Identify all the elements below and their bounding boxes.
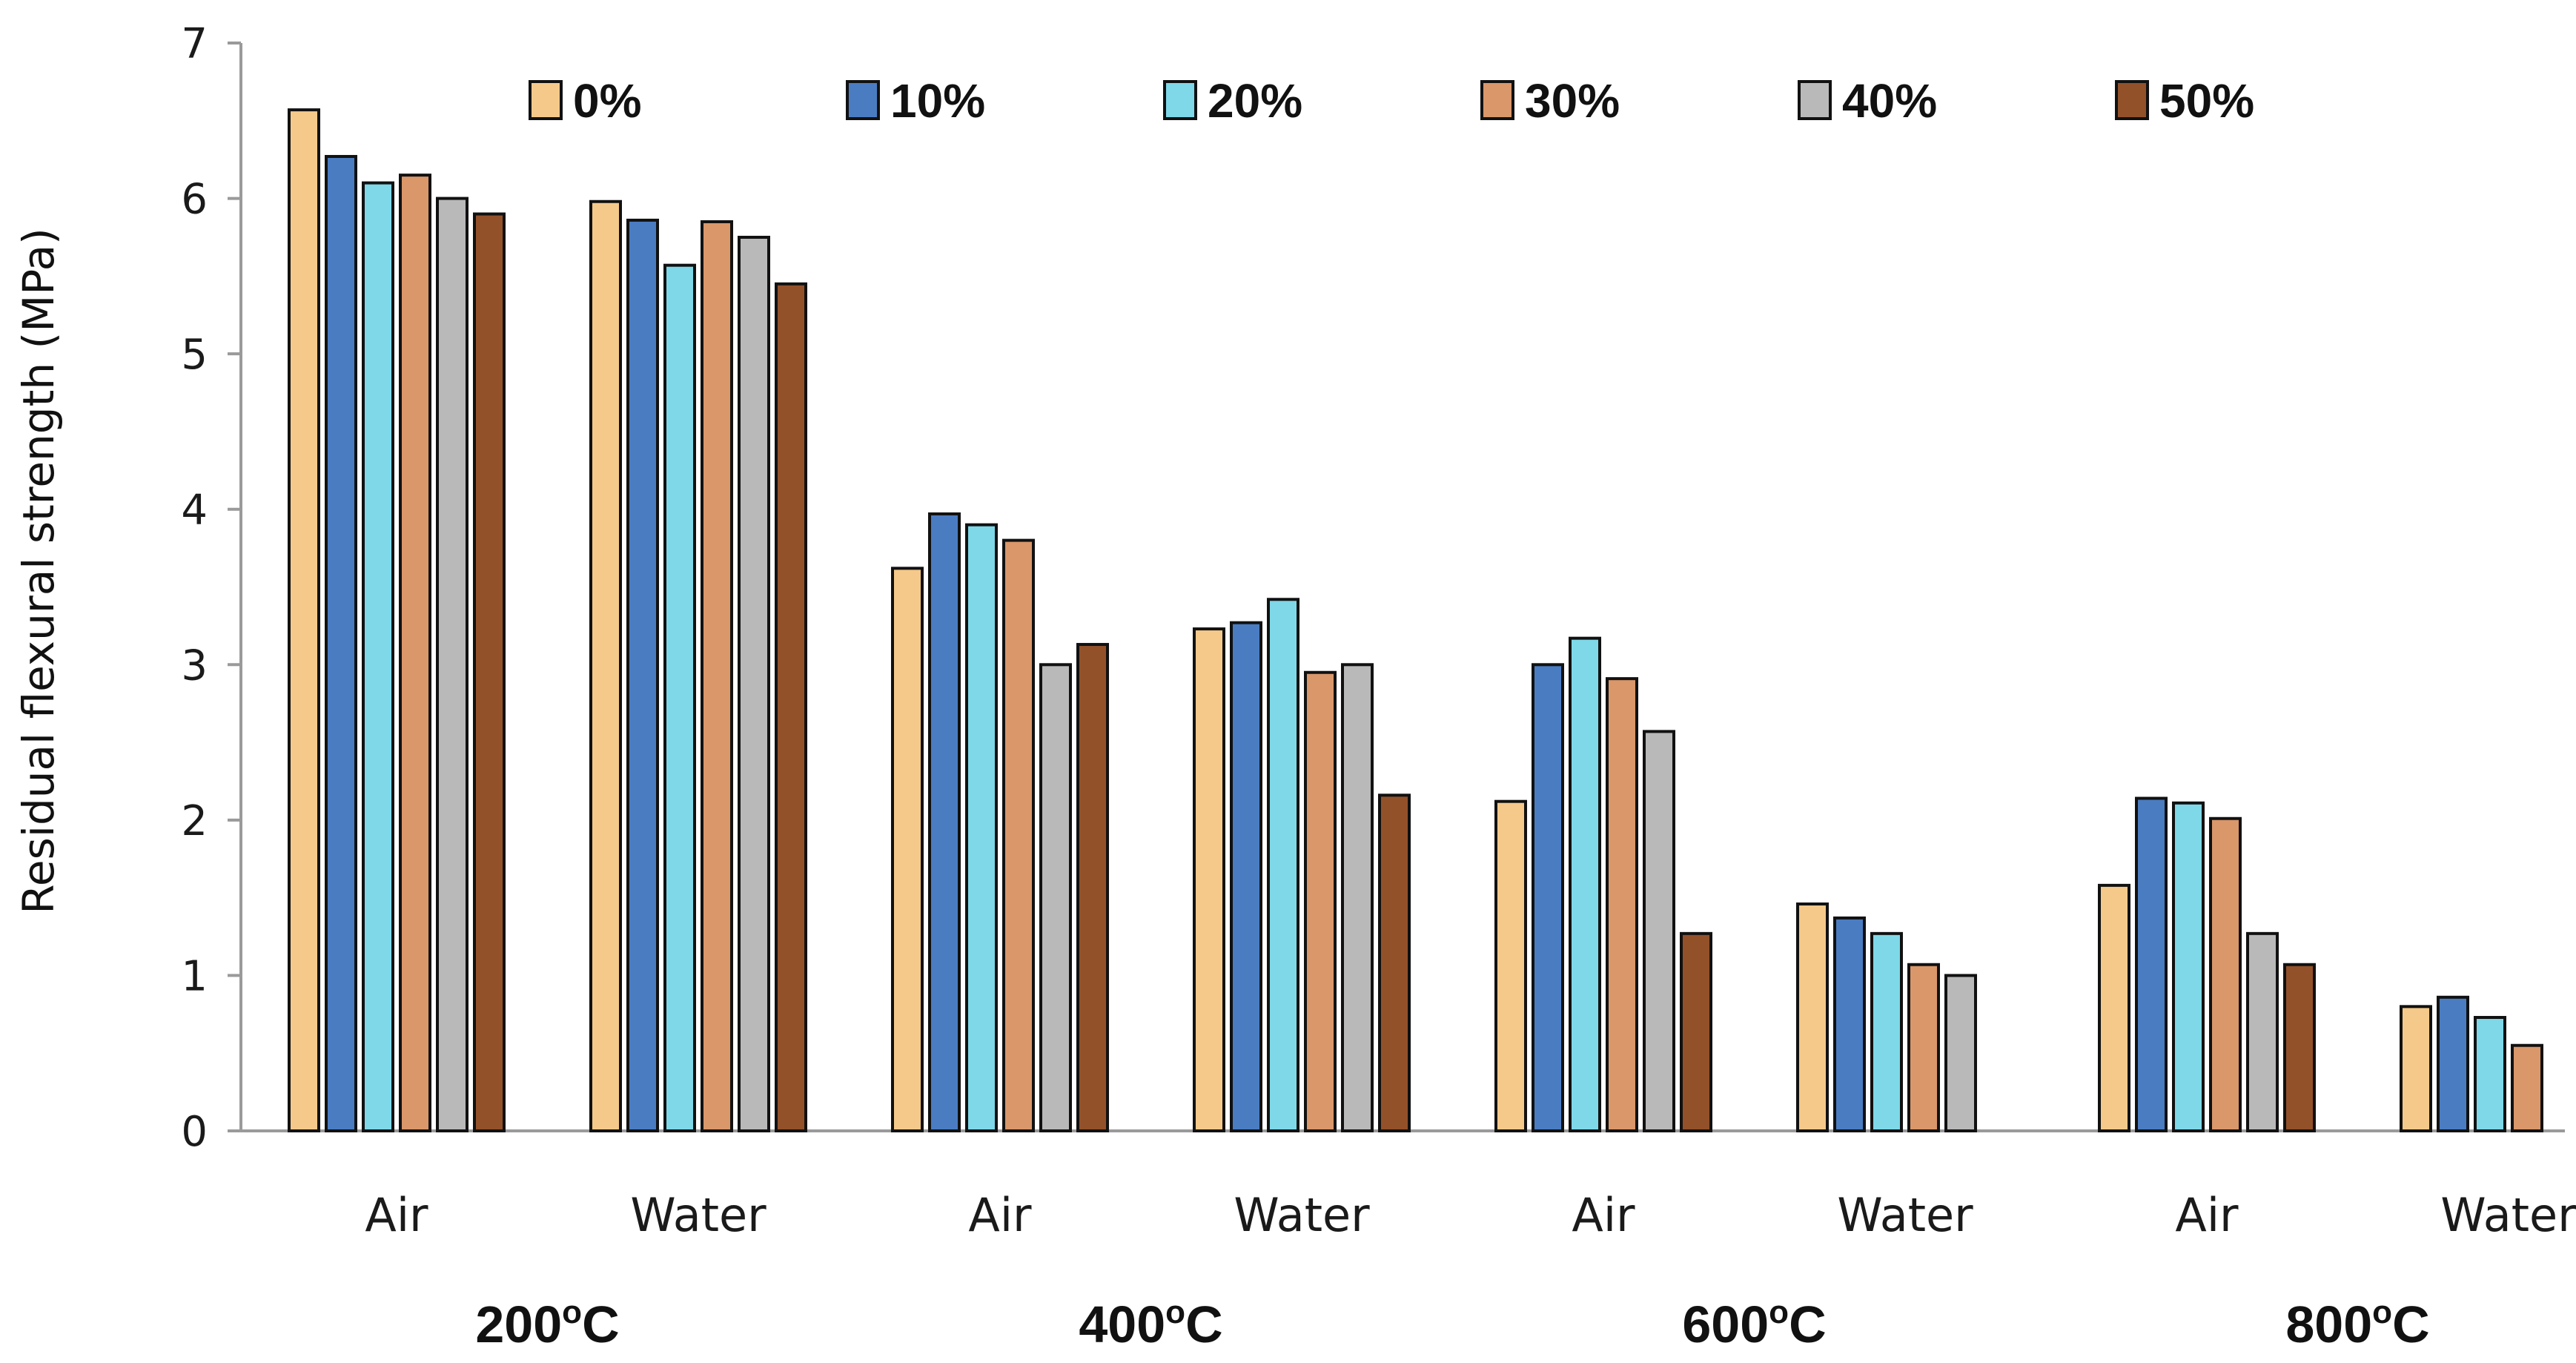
- category-label: Water: [1234, 1188, 1370, 1242]
- y-tick-label: 1: [181, 952, 208, 1000]
- bar-10pct-cat-7: [2437, 995, 2469, 1132]
- bar-30pct-cat-1: [701, 220, 733, 1132]
- bar-30pct-cat-2: [1002, 538, 1035, 1132]
- legend-label: 40%: [1842, 74, 1937, 128]
- bar-20pct-cat-3: [1267, 598, 1299, 1132]
- bar-20pct-cat-5: [1870, 931, 1903, 1132]
- bar-0pct-cat-1: [589, 199, 622, 1133]
- temperature-group-label: 400oC: [1079, 1294, 1222, 1353]
- bar-50pct-cat-4: [1680, 931, 1712, 1132]
- y-tick-label: 5: [181, 331, 208, 379]
- legend-swatch: [846, 80, 880, 120]
- bar-50pct-cat-6: [2283, 963, 2316, 1132]
- bar-10pct-cat-1: [626, 218, 659, 1133]
- bar-40pct-cat-5: [1944, 974, 1977, 1133]
- bar-40pct-cat-1: [738, 235, 770, 1133]
- legend-label: 10%: [890, 74, 985, 128]
- bar-0pct-cat-7: [2400, 1005, 2432, 1133]
- y-axis-label: Residual flexural strength (MPa): [13, 228, 64, 914]
- bar-0pct-cat-6: [2098, 883, 2130, 1133]
- bar-30pct-cat-0: [399, 174, 431, 1132]
- category-label: Air: [968, 1188, 1032, 1242]
- bar-0pct-cat-3: [1193, 627, 1225, 1132]
- category-label: Water: [2440, 1188, 2576, 1242]
- bar-50pct-cat-2: [1076, 643, 1109, 1132]
- bar-30pct-cat-3: [1304, 670, 1337, 1132]
- bar-50pct-cat-1: [775, 282, 807, 1133]
- bar-20pct-cat-6: [2172, 801, 2205, 1133]
- bar-0pct-cat-0: [288, 108, 320, 1132]
- y-tick-label: 7: [181, 20, 208, 68]
- category-label: Air: [2175, 1188, 2239, 1242]
- y-tick-label: 4: [181, 486, 208, 535]
- category-label: Water: [630, 1188, 766, 1242]
- bar-40pct-cat-2: [1039, 663, 1072, 1132]
- temperature-group-label: 200oC: [475, 1294, 619, 1353]
- legend-swatch: [2115, 80, 2149, 120]
- bar-10pct-cat-6: [2135, 796, 2168, 1132]
- legend-label: 30%: [1525, 74, 1620, 128]
- bar-50pct-cat-3: [1378, 793, 1411, 1132]
- bar-10pct-cat-5: [1833, 916, 1866, 1132]
- legend-swatch: [1480, 80, 1514, 120]
- category-label: Air: [365, 1188, 428, 1242]
- bar-0pct-cat-5: [1796, 902, 1829, 1133]
- bar-0pct-cat-4: [1494, 799, 1527, 1133]
- y-tick-label: 0: [181, 1108, 208, 1156]
- bar-10pct-cat-4: [1532, 663, 1564, 1132]
- bar-0pct-cat-2: [891, 567, 924, 1132]
- legend-label: 20%: [1208, 74, 1302, 128]
- bar-30pct-cat-5: [1907, 963, 1940, 1132]
- bar-10pct-cat-2: [928, 512, 961, 1132]
- bar-20pct-cat-0: [362, 181, 394, 1133]
- bar-50pct-cat-0: [473, 212, 506, 1132]
- temperature-group-label: 800oC: [2285, 1294, 2429, 1353]
- bar-40pct-cat-0: [436, 197, 468, 1133]
- legend-label: 50%: [2159, 74, 2254, 128]
- axes: 0 1 2 3 4 5 6 7 Air Water Air Water Air Water Air Water…: [181, 20, 2576, 1353]
- bar-10pct-cat-0: [325, 154, 357, 1132]
- bar-30pct-cat-7: [2511, 1043, 2543, 1132]
- legend-swatch: [1798, 80, 1832, 120]
- bar-30pct-cat-4: [1606, 677, 1638, 1132]
- temperature-group-label: 600oC: [1682, 1294, 1826, 1353]
- bar-20pct-cat-4: [1569, 636, 1601, 1132]
- bars: [288, 108, 2543, 1133]
- y-tick-label: 3: [181, 641, 208, 690]
- legend: 0% 10% 20% 30% 40% 50%: [529, 74, 2254, 128]
- bar-10pct-cat-3: [1230, 621, 1262, 1132]
- legend-swatch: [1163, 80, 1197, 120]
- bar-40pct-cat-3: [1341, 663, 1374, 1132]
- y-tick-label: 2: [181, 797, 208, 845]
- bar-30pct-cat-6: [2209, 816, 2242, 1133]
- bar-20pct-cat-7: [2474, 1016, 2506, 1132]
- legend-label: 0%: [573, 74, 642, 128]
- bar-20pct-cat-1: [663, 263, 696, 1132]
- category-label: Water: [1837, 1188, 1973, 1242]
- bar-20pct-cat-2: [965, 523, 998, 1132]
- legend-swatch: [529, 80, 563, 120]
- y-tick-label: 6: [181, 176, 208, 224]
- category-label: Air: [1572, 1188, 1635, 1242]
- bar-40pct-cat-6: [2246, 931, 2279, 1132]
- bar-40pct-cat-4: [1643, 730, 1675, 1132]
